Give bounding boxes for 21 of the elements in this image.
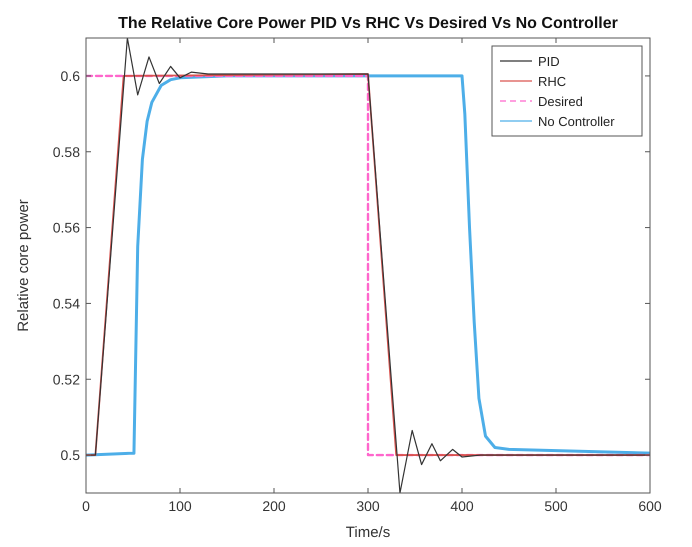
y-axis-title: Relative core power: [15, 199, 32, 332]
y-tick-label: 0.54: [52, 295, 80, 312]
y-tick-label: 0.58: [52, 144, 80, 160]
line-series: [86, 38, 650, 493]
x-axis-title: Time/s: [346, 524, 390, 541]
x-tick-label: 200: [262, 498, 286, 514]
y-tick-label: 0.52: [52, 371, 80, 388]
y-tick-label: 0.5: [60, 447, 80, 464]
x-tick-label: 0: [82, 498, 90, 514]
x-tick-label: 100: [168, 498, 192, 514]
y-tick-label: 0.56: [52, 220, 80, 236]
legend-label: No Controller: [538, 114, 616, 129]
x-tick-label: 400: [450, 498, 474, 514]
legend-label: RHC: [538, 74, 566, 89]
chart-title: The Relative Core Power PID Vs RHC Vs Desired Vs No Controller: [118, 15, 618, 32]
x-tick-label: 500: [544, 498, 568, 514]
x-tick-label: 600: [638, 498, 662, 514]
y-tick-label: 0.6: [60, 68, 80, 84]
legend-label: PID: [538, 54, 560, 69]
legend-label: Desired: [538, 94, 583, 109]
x-tick-label: 300: [356, 498, 380, 514]
